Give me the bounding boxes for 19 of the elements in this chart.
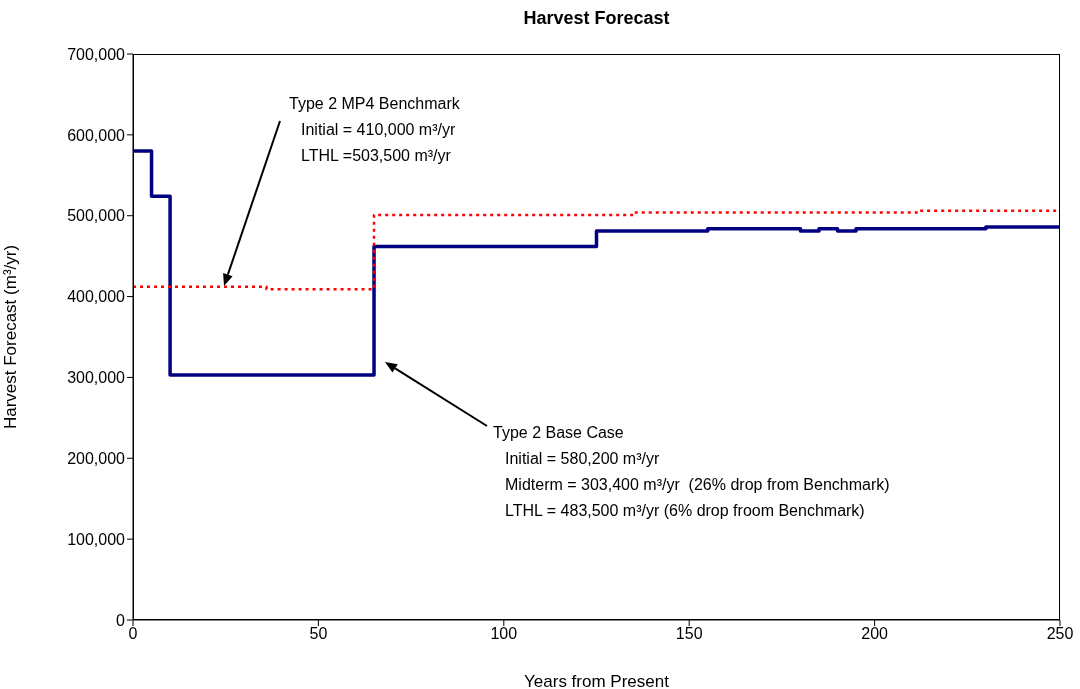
x-tick-label: 100 xyxy=(490,625,518,643)
x-tick-label: 0 xyxy=(128,625,138,643)
y-tick-label: 700,000 xyxy=(67,45,126,63)
x-axis-title: Years from Present xyxy=(524,672,670,689)
chart-title: Harvest Forecast xyxy=(522,8,671,29)
annotation: Type 2 Base Case Initial = 580,200 m³/yr Midterm = 303,400 m³/yr (26% drop from Benchmark) LTHL = 483,500 m³/yr (6% drop froom Benchmark) xyxy=(493,424,890,519)
x-tick-label: 200 xyxy=(861,625,889,643)
y-tick-label: 500,000 xyxy=(67,207,126,225)
y-tick-label: 100,000 xyxy=(67,530,126,548)
y-tick-label: 300,000 xyxy=(67,369,126,387)
annotation: Type 2 MP4 Benchmark Initial = 410,000 m³/yr LTHL =503,500 m³/yr xyxy=(289,95,461,164)
y-axis-title: Harvest Forecast (m³/yr) xyxy=(1,244,21,430)
x-tick-label: 50 xyxy=(309,625,328,643)
y-tick-label: 200,000 xyxy=(67,449,126,467)
x-tick-label: 150 xyxy=(675,625,703,643)
y-tick-label: 0 xyxy=(116,611,126,629)
y-tick-label: 400,000 xyxy=(67,288,126,306)
x-tick-label: 250 xyxy=(1046,625,1074,643)
y-tick-label: 600,000 xyxy=(67,126,126,144)
